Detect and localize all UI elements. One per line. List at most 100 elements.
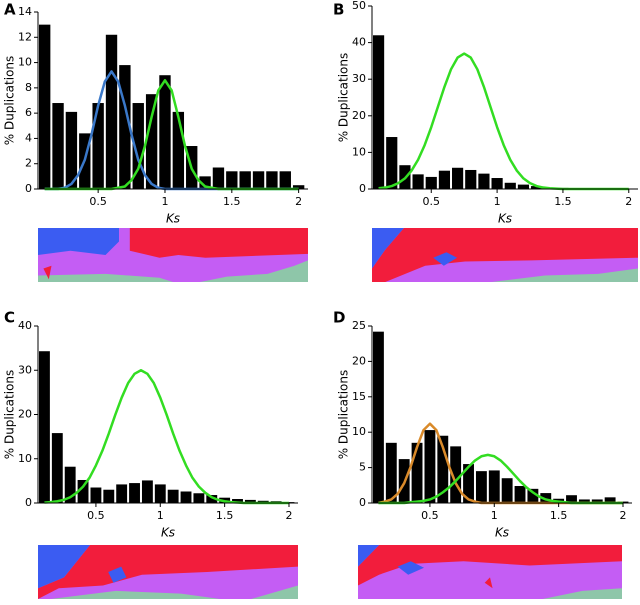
- x-axis-label: Ks: [161, 526, 175, 540]
- y-tick-label: 5: [359, 461, 366, 474]
- bar: [476, 471, 487, 503]
- x-tick-label: 1: [157, 509, 164, 522]
- bar: [159, 75, 170, 189]
- y-tick-label: 40: [18, 319, 32, 332]
- y-tick-label: 30: [18, 363, 32, 376]
- bar: [505, 183, 516, 189]
- y-tick-label: 20: [352, 109, 366, 122]
- bar: [155, 484, 166, 503]
- panel: D % Duplications Ks 0 5 10 15 20 25 0.5 1 1.5 2: [333, 309, 632, 600]
- bar: [492, 178, 503, 189]
- y-tick-label: 15: [352, 390, 366, 403]
- x-tick-label: 2: [625, 195, 632, 208]
- bar: [181, 491, 192, 503]
- bar: [239, 171, 250, 189]
- y-tick-label: 8: [25, 81, 32, 94]
- fit-curve: [379, 54, 629, 189]
- bar: [373, 332, 384, 503]
- y-tick-label: 6: [25, 106, 32, 119]
- bar: [518, 185, 529, 189]
- bar: [103, 490, 114, 503]
- y-tick-label: 4: [25, 131, 32, 144]
- bar: [489, 470, 500, 503]
- y-tick-label: 14: [18, 5, 32, 18]
- y-tick-label: 0: [359, 496, 366, 509]
- bar: [52, 433, 63, 503]
- mapping-strip: [38, 228, 308, 282]
- x-tick-label: 0.5: [423, 195, 441, 208]
- bar: [465, 170, 476, 189]
- x-tick-label: 1: [494, 195, 501, 208]
- y-tick-label: 20: [18, 408, 32, 421]
- y-axis-label: % Duplications: [3, 56, 17, 146]
- y-tick-label: 0: [25, 496, 32, 509]
- bar: [386, 137, 397, 189]
- x-axis-label: Ks: [498, 212, 512, 226]
- bar: [413, 174, 424, 189]
- y-tick-label: 20: [352, 354, 366, 367]
- x-axis-label: Ks: [166, 212, 180, 226]
- bar: [116, 484, 127, 503]
- x-tick-label: 1: [491, 509, 498, 522]
- x-tick-label: 1.5: [554, 195, 572, 208]
- x-tick-label: 1.5: [550, 509, 568, 522]
- bar: [106, 35, 117, 189]
- bar: [280, 171, 291, 189]
- bar: [439, 171, 450, 189]
- y-tick-label: 0: [359, 182, 366, 195]
- bar: [146, 94, 157, 189]
- x-tick-label: 0.5: [89, 195, 107, 208]
- panel-label: D: [333, 309, 345, 327]
- bar: [52, 103, 63, 189]
- y-tick-label: 10: [18, 452, 32, 465]
- bar: [515, 486, 526, 503]
- x-tick-label: 1.5: [223, 195, 241, 208]
- bar: [226, 171, 237, 189]
- y-axis-label: % Duplications: [337, 53, 351, 143]
- y-tick-label: 2: [25, 157, 32, 170]
- y-axis-label: % Duplications: [337, 370, 351, 460]
- bar: [90, 488, 101, 503]
- bar: [193, 493, 204, 503]
- x-axis-label: Ks: [495, 526, 509, 540]
- y-tick-label: 12: [18, 30, 32, 43]
- x-tick-label: 2: [285, 509, 292, 522]
- y-tick-label: 10: [352, 425, 366, 438]
- bar: [39, 25, 50, 189]
- y-tick-label: 25: [352, 319, 366, 332]
- panel-label: C: [4, 309, 15, 327]
- bar: [266, 171, 277, 189]
- y-tick-label: 10: [352, 145, 366, 158]
- x-tick-label: 2: [619, 509, 626, 522]
- bar: [173, 112, 184, 189]
- strip-region: [130, 228, 308, 258]
- bar: [452, 168, 463, 189]
- strip-region: [38, 228, 119, 255]
- x-tick-label: 2: [295, 195, 302, 208]
- bar: [129, 483, 140, 503]
- mapping-strip: [372, 228, 638, 282]
- bar: [424, 430, 435, 503]
- y-tick-label: 0: [25, 182, 32, 195]
- panel-label: A: [4, 1, 16, 19]
- mapping-strip: [358, 545, 622, 599]
- bar: [142, 480, 153, 503]
- y-tick-label: 30: [352, 72, 366, 85]
- bar: [478, 174, 489, 189]
- y-axis-label: % Duplications: [3, 370, 17, 460]
- x-tick-label: 0.5: [421, 509, 439, 522]
- bar: [39, 351, 50, 503]
- bar: [92, 103, 103, 189]
- panel-label: B: [333, 1, 344, 19]
- bar: [502, 478, 513, 503]
- bar: [412, 443, 423, 503]
- bar: [373, 35, 384, 189]
- bar: [168, 490, 179, 503]
- x-tick-label: 1: [161, 195, 168, 208]
- bar: [253, 171, 264, 189]
- y-tick-label: 40: [352, 36, 366, 49]
- y-tick-label: 10: [18, 56, 32, 69]
